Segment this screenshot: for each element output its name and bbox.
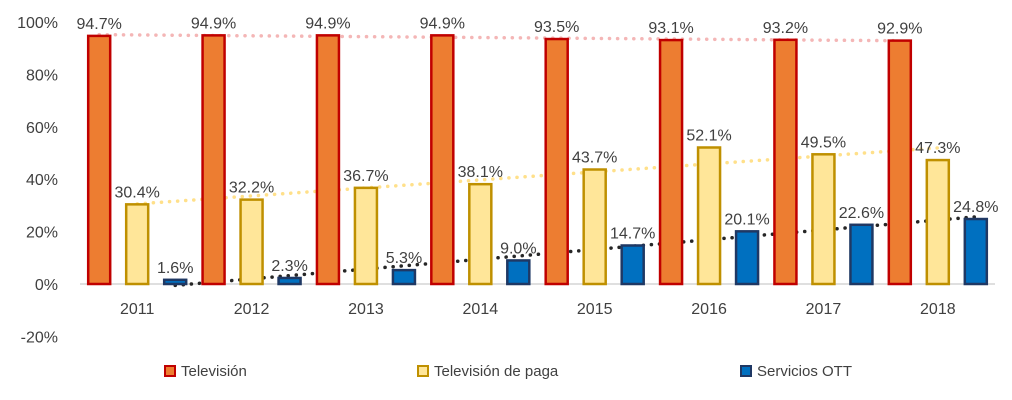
bar-series-2	[925, 158, 951, 286]
y-tick-label: 100%	[17, 15, 58, 32]
data-label: 24.8%	[953, 199, 998, 216]
bar-series-1	[544, 37, 569, 286]
bar-series-3	[391, 268, 417, 286]
legend: Televisión Televisión de paga Servicios OT…	[164, 363, 852, 380]
x-tick-label: 2012	[234, 301, 270, 318]
y-axis: -20% 0% 20% 40% 60% 80% 100%	[17, 15, 58, 346]
bar-series-1	[658, 38, 684, 286]
bar-series-1	[887, 39, 913, 286]
bar-series-3	[506, 259, 531, 286]
data-label: 43.7%	[572, 150, 617, 167]
data-labels: 94.7% 94.9% 94.9% 94.9% 93.5% 93.1% 93.2% 92.9%…	[77, 15, 999, 276]
bars	[86, 34, 989, 286]
y-tick-label: 40%	[26, 172, 58, 189]
trendlines	[97, 32, 978, 288]
bar-series-3	[620, 244, 645, 286]
bar-series-3	[162, 278, 188, 286]
bar-series-1	[430, 34, 455, 286]
data-label: 93.1%	[648, 20, 693, 37]
data-label: 30.4%	[115, 184, 160, 201]
data-label: 20.1%	[724, 211, 769, 228]
data-label: 93.5%	[534, 19, 579, 36]
x-tick-label: 2016	[691, 301, 727, 318]
legend-label: Televisión	[181, 363, 247, 380]
bar-series-3	[734, 230, 760, 286]
data-label: 32.2%	[229, 180, 274, 197]
y-tick-label: 20%	[26, 225, 58, 242]
data-label: 49.5%	[801, 134, 846, 151]
bar-series-3	[849, 223, 874, 286]
x-axis: 2011 2012 2013 2014 2015 2016 2017 2018	[120, 301, 956, 318]
data-label: 92.9%	[877, 21, 922, 38]
x-tick-label: 2014	[463, 301, 499, 318]
data-label: 93.2%	[763, 20, 808, 37]
data-label: 47.3%	[915, 140, 960, 157]
data-label: 5.3%	[386, 250, 422, 267]
bar-series-1	[773, 38, 798, 286]
bar-series-3	[963, 217, 989, 286]
data-label: 38.1%	[458, 164, 503, 181]
bar-series-2	[468, 182, 493, 286]
bar-series-2	[811, 153, 836, 286]
bar-series-2	[696, 146, 722, 286]
legend-swatch	[417, 365, 429, 377]
legend-swatch	[740, 365, 752, 377]
x-tick-label: 2017	[806, 301, 842, 318]
data-label: 94.9%	[420, 15, 465, 32]
legend-label: Televisión de paga	[434, 363, 559, 380]
x-tick-label: 2011	[120, 301, 155, 318]
data-label: 1.6%	[157, 260, 193, 277]
data-label: 36.7%	[343, 168, 388, 185]
data-label: 14.7%	[610, 225, 655, 242]
y-tick-label: 80%	[26, 67, 58, 84]
data-label: 94.7%	[77, 16, 122, 33]
bar-series-2	[124, 203, 150, 286]
bar-series-1	[201, 34, 226, 286]
bar-series-1	[86, 34, 112, 286]
data-label: 94.9%	[305, 15, 350, 32]
bar-series-2	[582, 168, 607, 286]
data-label: 9.0%	[500, 240, 536, 257]
bar-series-2	[239, 198, 264, 286]
y-tick-label: 60%	[26, 120, 58, 137]
x-tick-label: 2015	[577, 301, 613, 318]
bar-series-3	[277, 276, 302, 286]
x-tick-label: 2018	[920, 301, 956, 318]
bar-series-1	[315, 34, 341, 286]
data-label: 22.6%	[839, 205, 884, 222]
x-tick-label: 2013	[348, 301, 384, 318]
y-tick-label: 0%	[35, 277, 58, 294]
legend-swatch	[164, 365, 176, 377]
data-label: 52.1%	[686, 127, 731, 144]
bar-series-2	[353, 186, 379, 286]
data-label: 94.9%	[191, 15, 236, 32]
legend-label: Servicios OTT	[757, 363, 852, 380]
data-label: 2.3%	[271, 258, 307, 275]
y-tick-label: -20%	[21, 329, 58, 346]
